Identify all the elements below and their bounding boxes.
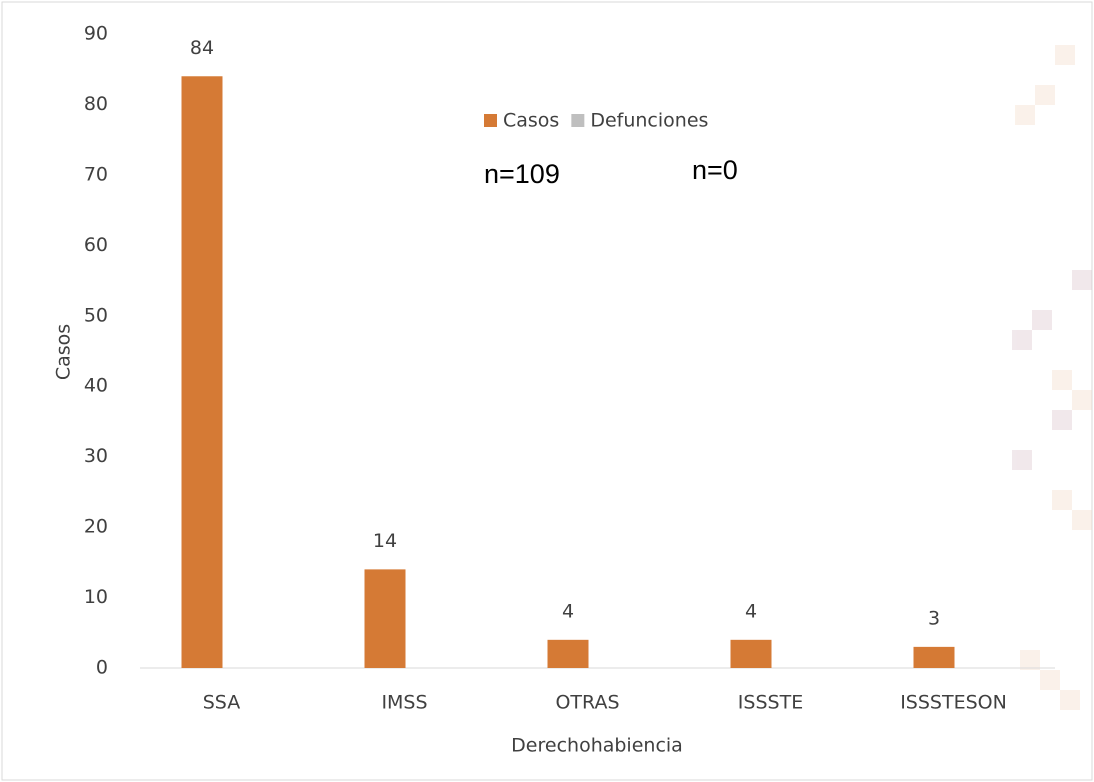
data-label: 4	[562, 600, 574, 622]
bar	[364, 569, 406, 668]
data-label: 84	[190, 37, 214, 59]
decoration	[1012, 45, 1092, 710]
x-tick-label: ISSSTE	[738, 692, 803, 714]
x-tick-label: OTRAS	[555, 692, 619, 714]
y-tick-label: 60	[84, 234, 108, 256]
x-tick-label: IMSS	[381, 692, 427, 714]
y-axis-label: Casos	[53, 324, 75, 380]
y-tick-label: 0	[96, 657, 108, 679]
data-label: 14	[373, 530, 397, 552]
y-tick-label: 40	[84, 375, 108, 397]
y-tick-label: 70	[84, 163, 108, 185]
y-tick-label: 50	[84, 304, 108, 326]
x-tick-label: SSA	[203, 692, 240, 714]
legend-swatch	[571, 114, 585, 127]
data-label: 3	[928, 607, 940, 629]
annotation: n=109	[484, 159, 560, 189]
y-tick-label: 10	[84, 586, 108, 608]
x-axis-label: Derechohabiencia	[511, 735, 683, 757]
y-tick-label: 90	[84, 23, 108, 45]
bar	[547, 639, 589, 668]
legend-label: Defunciones	[590, 110, 708, 132]
legend-label: Casos	[503, 110, 559, 132]
y-tick-label: 30	[84, 445, 108, 467]
y-tick-label: 80	[84, 93, 108, 115]
legend-swatch	[484, 114, 497, 127]
bar	[913, 646, 955, 668]
data-label: 4	[745, 600, 757, 622]
x-tick-label: ISSSTESON	[900, 692, 1007, 714]
annotation: n=0	[692, 155, 738, 185]
y-tick-label: 20	[84, 516, 108, 538]
bar	[181, 76, 223, 669]
bar	[730, 639, 772, 668]
